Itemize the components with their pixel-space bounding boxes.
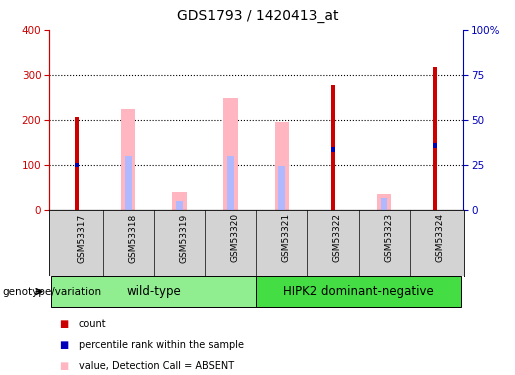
- Text: GSM53323: GSM53323: [384, 213, 393, 262]
- Text: value, Detection Call = ABSENT: value, Detection Call = ABSENT: [79, 361, 234, 370]
- Bar: [176, 201, 183, 210]
- Text: HIPK2 dominant-negative: HIPK2 dominant-negative: [283, 285, 434, 298]
- Text: GDS1793 / 1420413_at: GDS1793 / 1420413_at: [177, 9, 338, 23]
- Text: GSM53321: GSM53321: [282, 213, 291, 262]
- Text: ■: ■: [59, 340, 68, 350]
- Bar: [75, 117, 79, 210]
- Text: GSM53319: GSM53319: [179, 213, 188, 262]
- Bar: [125, 156, 132, 210]
- Text: GSM53318: GSM53318: [128, 213, 138, 262]
- Bar: [274, 122, 289, 210]
- Text: GSM53324: GSM53324: [435, 213, 444, 262]
- FancyBboxPatch shape: [52, 276, 256, 307]
- Text: genotype/variation: genotype/variation: [3, 286, 101, 297]
- Bar: [331, 85, 335, 210]
- Bar: [433, 143, 437, 148]
- Text: GSM53317: GSM53317: [77, 213, 86, 262]
- Bar: [331, 147, 335, 152]
- Bar: [377, 194, 391, 210]
- Bar: [224, 98, 238, 210]
- Text: percentile rank within the sample: percentile rank within the sample: [79, 340, 244, 350]
- Bar: [121, 109, 135, 210]
- Bar: [381, 198, 387, 210]
- Text: wild-type: wild-type: [127, 285, 181, 298]
- Bar: [433, 67, 437, 210]
- FancyBboxPatch shape: [256, 276, 461, 307]
- Text: count: count: [79, 320, 107, 329]
- Text: ■: ■: [59, 361, 68, 370]
- Text: GSM53320: GSM53320: [231, 213, 239, 262]
- Bar: [173, 192, 186, 210]
- Bar: [75, 163, 79, 167]
- Text: GSM53322: GSM53322: [333, 213, 342, 262]
- Text: ■: ■: [59, 320, 68, 329]
- Bar: [227, 156, 234, 210]
- Bar: [279, 166, 285, 210]
